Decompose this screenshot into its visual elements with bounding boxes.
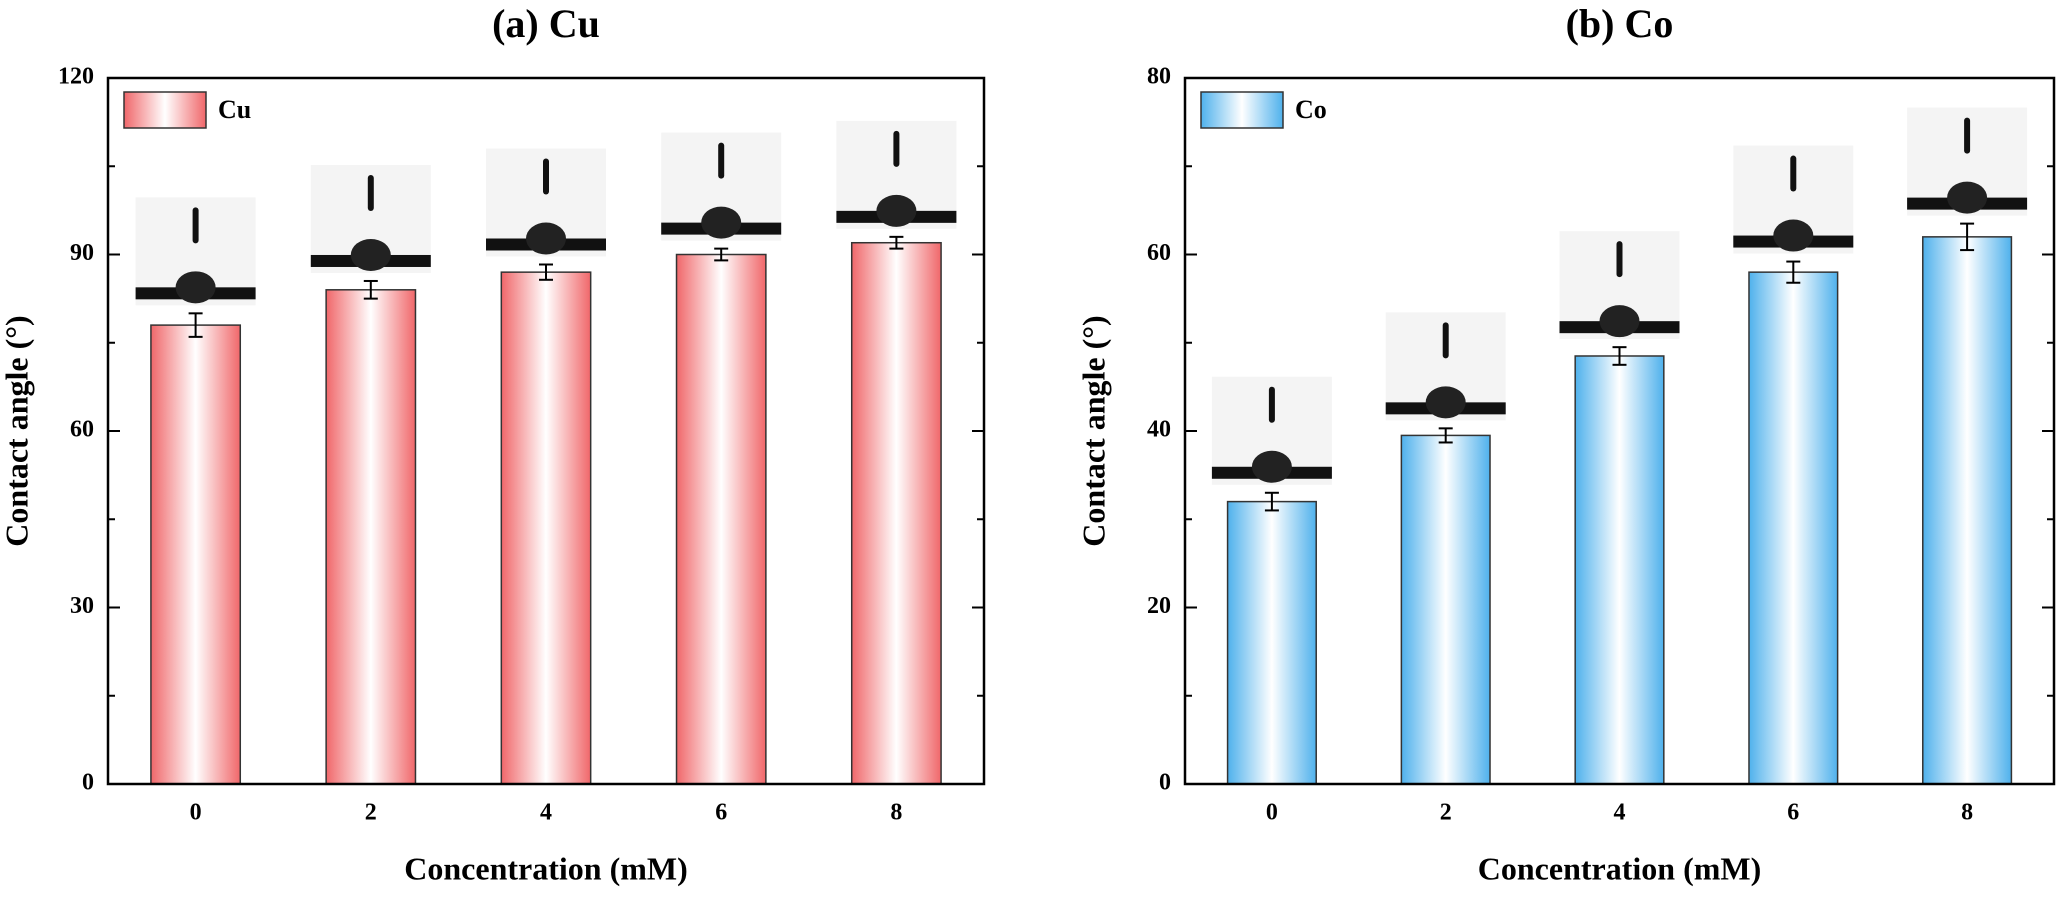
x-tick-label: 4 [540, 800, 552, 826]
needle [192, 207, 199, 244]
droplet [1251, 450, 1292, 483]
droplet [350, 238, 391, 271]
droplet-image [661, 132, 782, 241]
droplet-image [1211, 376, 1332, 485]
needle [1268, 386, 1275, 423]
needle [367, 174, 374, 211]
x-axis-label: Concentration (mM) [1478, 850, 1761, 886]
error-bar [539, 263, 553, 281]
droplet [1599, 305, 1640, 338]
droplet-image [836, 120, 957, 229]
bar [150, 324, 242, 785]
needle [1790, 155, 1797, 192]
x-tick-label: 8 [890, 800, 902, 826]
chart-title: (b) Co [1566, 1, 1674, 46]
droplet [175, 271, 216, 304]
x-tick-label: 4 [1614, 800, 1626, 826]
chart-title: (a) Cu [492, 1, 600, 46]
bar [1226, 500, 1317, 785]
error-bar [1438, 427, 1453, 444]
bar [1400, 434, 1491, 785]
droplet [1425, 386, 1466, 419]
error-bar [889, 235, 904, 250]
droplet [701, 206, 742, 239]
y-tick-label: 0 [82, 770, 94, 796]
x-tick-label: 2 [1440, 800, 1452, 826]
droplet [1773, 219, 1814, 252]
droplet-image [1385, 312, 1506, 421]
needle [1616, 241, 1623, 278]
plot-frame [1183, 76, 2056, 786]
needle [718, 142, 725, 179]
droplet-image [1907, 107, 2028, 216]
bar [325, 289, 417, 785]
bar [500, 271, 592, 785]
bar [1574, 355, 1665, 785]
x-tick-label: 6 [1787, 800, 1799, 826]
y-tick-label: 80 [1147, 64, 1171, 90]
bar [675, 253, 767, 785]
y-axis-label: Contact angle (°) [0, 315, 34, 546]
x-tick-label: 8 [1961, 800, 1973, 826]
y-tick-label: 40 [1147, 417, 1171, 443]
legend-swatch [123, 91, 207, 129]
plot-frame [106, 76, 986, 786]
bar [1748, 271, 1839, 785]
y-tick-label: 60 [1147, 240, 1171, 266]
needle [1442, 322, 1449, 359]
y-tick-label: 120 [58, 64, 94, 90]
needle [1964, 117, 1971, 154]
y-tick-label: 20 [1147, 593, 1171, 619]
x-axis-label: Concentration (mM) [404, 850, 687, 886]
error-bar [1786, 260, 1801, 284]
error-bar [1264, 491, 1279, 512]
error-bar [363, 279, 378, 300]
error-bar [1612, 346, 1627, 366]
x-tick-label: 0 [190, 800, 202, 826]
legend-label: Cu [218, 95, 251, 124]
y-tick-label: 0 [1159, 770, 1171, 796]
error-bar [1960, 222, 1975, 252]
needle [893, 130, 900, 167]
needle [543, 158, 549, 195]
legend-swatch [1200, 91, 1284, 129]
droplet-image [1559, 231, 1680, 340]
bar [1922, 236, 2013, 785]
droplet-image [135, 197, 256, 306]
droplet [876, 194, 917, 227]
y-tick-label: 60 [70, 417, 94, 443]
error-bar [714, 247, 729, 262]
error-bar [188, 312, 203, 338]
y-tick-label: 90 [70, 240, 94, 266]
droplet [526, 222, 566, 255]
x-tick-label: 0 [1266, 800, 1278, 826]
legend-label: Co [1295, 95, 1327, 124]
droplet [1947, 181, 1988, 214]
bar [850, 241, 942, 785]
y-tick-label: 30 [70, 593, 94, 619]
droplet-image [310, 164, 431, 273]
droplet-image [1733, 145, 1854, 254]
x-tick-label: 6 [715, 800, 727, 826]
y-axis-label: Contact angle (°) [1075, 315, 1111, 546]
x-tick-label: 2 [365, 800, 377, 826]
droplet-image [486, 148, 606, 257]
